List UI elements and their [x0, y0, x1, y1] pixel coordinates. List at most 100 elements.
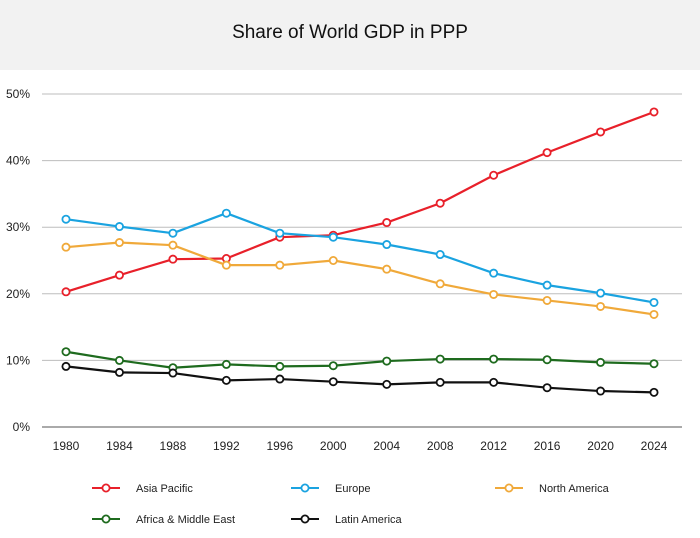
data-point [223, 377, 230, 384]
legend-label: North America [539, 483, 610, 495]
data-point [597, 290, 604, 297]
data-point [490, 270, 497, 277]
series-europe [62, 210, 657, 306]
data-point [597, 387, 604, 394]
data-point [116, 239, 123, 246]
data-point [383, 241, 390, 248]
data-point [276, 262, 283, 269]
legend-label: Asia Pacific [136, 483, 193, 495]
y-axis-ticks: 0% 10% 20% 30% 40% 50% [6, 87, 30, 434]
data-point [223, 262, 230, 269]
data-point [383, 219, 390, 226]
x-tick-label: 2024 [641, 439, 668, 453]
data-point [276, 363, 283, 370]
data-point [437, 280, 444, 287]
legend-item: Europe [291, 483, 370, 495]
data-point [169, 369, 176, 376]
series-north-america [62, 239, 657, 318]
legend-marker [102, 484, 109, 491]
data-point [597, 359, 604, 366]
legend-marker [301, 515, 308, 522]
x-tick-label: 2008 [427, 439, 454, 453]
legend-marker [102, 515, 109, 522]
series-line [66, 366, 654, 392]
data-point [543, 356, 550, 363]
data-point [223, 210, 230, 217]
series-asia-pacific [62, 108, 657, 295]
x-tick-label: 1992 [213, 439, 240, 453]
chart-title: Share of World GDP in PPP [0, 22, 700, 44]
x-tick-label: 2020 [587, 439, 614, 453]
data-point [490, 172, 497, 179]
data-point [437, 379, 444, 386]
data-point [116, 272, 123, 279]
data-point [437, 355, 444, 362]
data-point [383, 357, 390, 364]
data-point [437, 200, 444, 207]
series-africa-middle-east [62, 348, 657, 371]
data-point [597, 128, 604, 135]
legend-item: Africa & Middle East [92, 514, 235, 526]
x-tick-label: 2012 [480, 439, 507, 453]
data-point [116, 369, 123, 376]
legend-item: Latin America [291, 514, 403, 526]
data-point [276, 375, 283, 382]
y-tick-label: 0% [13, 420, 31, 434]
legend-marker [505, 484, 512, 491]
data-point [650, 389, 657, 396]
data-point [169, 242, 176, 249]
data-point [543, 297, 550, 304]
data-point [650, 299, 657, 306]
data-point [169, 230, 176, 237]
data-point [437, 251, 444, 258]
data-point [62, 363, 69, 370]
data-point [383, 381, 390, 388]
y-tick-label: 30% [6, 220, 30, 234]
series-lines [62, 108, 657, 396]
x-tick-label: 1984 [106, 439, 133, 453]
legend-label: Europe [335, 483, 370, 495]
series-line [66, 352, 654, 368]
data-point [276, 230, 283, 237]
data-point [330, 234, 337, 241]
data-point [543, 149, 550, 156]
line-chart: 0% 10% 20% 30% 40% 50% 1980 1984 1988 1992 1996 20… [0, 70, 700, 538]
x-tick-label: 1996 [266, 439, 293, 453]
data-point [330, 257, 337, 264]
data-point [490, 379, 497, 386]
x-tick-label: 2004 [373, 439, 400, 453]
legend-item: North America [495, 483, 610, 495]
x-tick-label: 1980 [53, 439, 80, 453]
legend-label: Africa & Middle East [136, 514, 235, 526]
series-latin-america [62, 363, 657, 396]
series-line [66, 243, 654, 315]
series-line [66, 213, 654, 302]
data-point [116, 357, 123, 364]
data-point [383, 266, 390, 273]
y-tick-label: 10% [6, 353, 30, 367]
y-tick-label: 40% [6, 154, 30, 168]
data-point [223, 361, 230, 368]
data-point [650, 360, 657, 367]
x-tick-label: 2000 [320, 439, 347, 453]
legend: Asia Pacific Europe North America Africa & … [92, 483, 610, 526]
gridlines [42, 94, 682, 427]
y-tick-label: 20% [6, 287, 30, 301]
data-point [543, 282, 550, 289]
x-tick-label: 1988 [160, 439, 187, 453]
data-point [650, 311, 657, 318]
data-point [330, 362, 337, 369]
x-axis-ticks: 1980 1984 1988 1992 1996 2000 2004 2008 2012 2016… [53, 439, 668, 453]
data-point [490, 355, 497, 362]
legend-marker [301, 484, 308, 491]
legend-label: Latin America [335, 514, 403, 526]
x-tick-label: 2016 [534, 439, 561, 453]
data-point [169, 256, 176, 263]
data-point [330, 378, 337, 385]
data-point [650, 108, 657, 115]
legend-item: Asia Pacific [92, 483, 193, 495]
chart-header: Share of World GDP in PPP [0, 0, 700, 70]
y-tick-label: 50% [6, 87, 30, 101]
data-point [490, 291, 497, 298]
data-point [597, 303, 604, 310]
